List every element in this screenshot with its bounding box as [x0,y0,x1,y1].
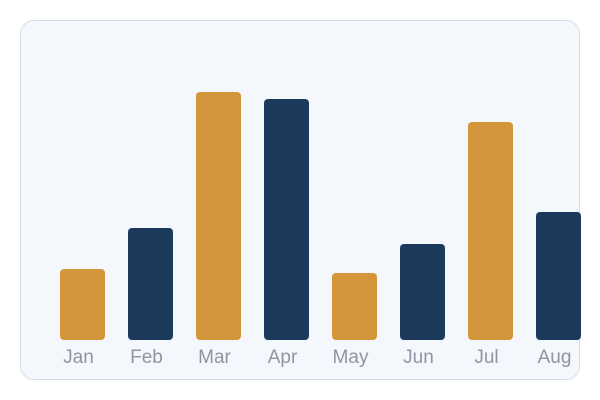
x-tick-label-apr: Apr [268,347,298,368]
x-tick-label-jan: Jan [63,347,94,368]
x-tick-label-mar: Mar [198,347,231,368]
bar-aug [536,212,581,340]
x-axis-labels: Jan Feb Mar Apr May Jun Jul Aug [63,347,571,368]
x-tick-label-jul: Jul [474,347,498,368]
x-tick-label-jun: Jun [403,347,434,368]
bars-group [60,92,581,340]
bar-jan [60,269,105,340]
x-tick-label-feb: Feb [130,347,163,368]
bar-feb [128,228,173,340]
bar-jun [400,244,445,340]
bar-jul [468,122,513,340]
x-tick-label-may: May [333,347,369,368]
bar-apr [264,99,309,340]
bar-mar [196,92,241,340]
bar-may [332,273,377,340]
x-tick-label-aug: Aug [538,347,572,368]
